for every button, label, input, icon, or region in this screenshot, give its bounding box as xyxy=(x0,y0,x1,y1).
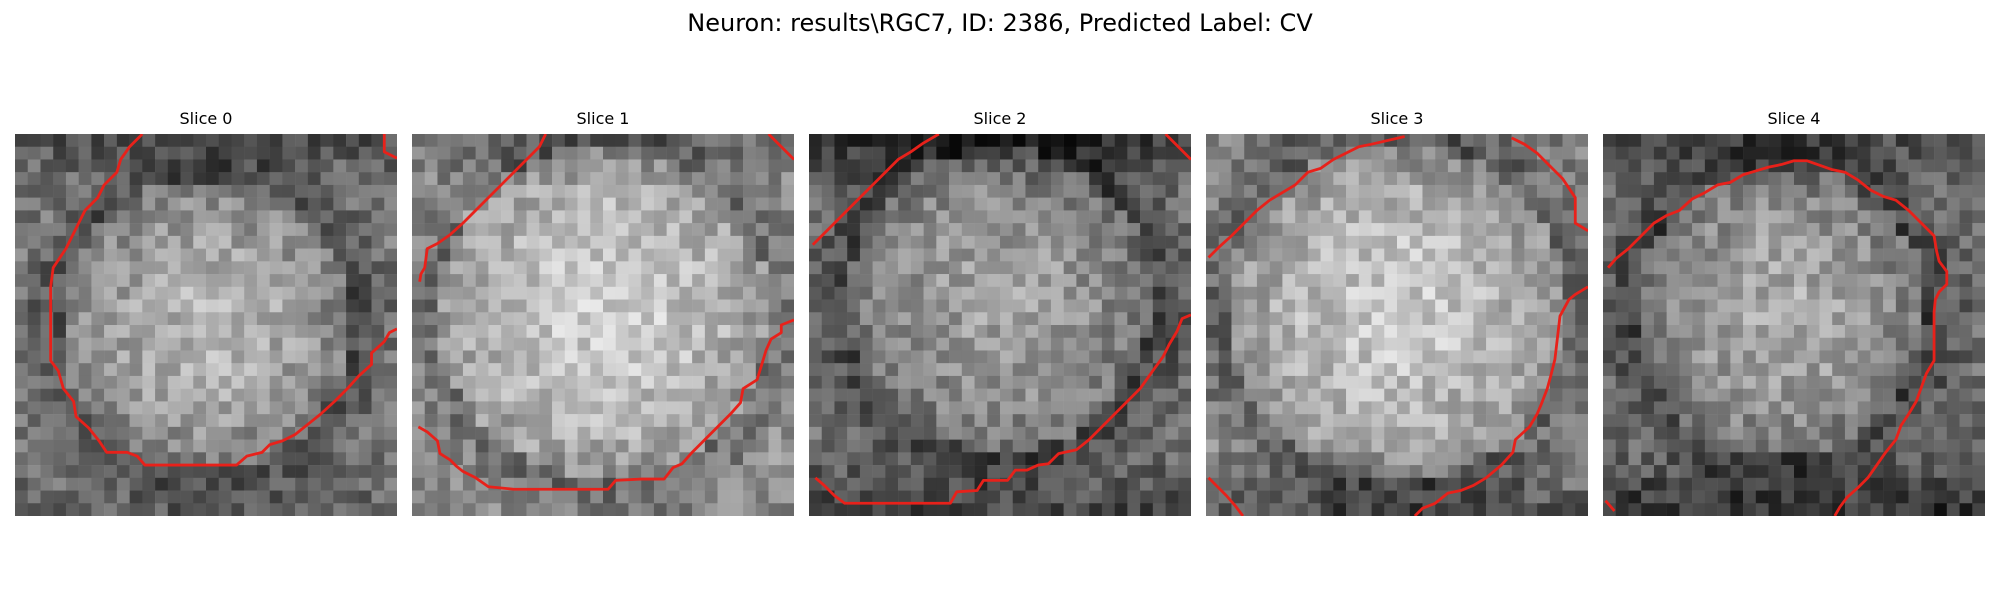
slice-title-0: Slice 0 xyxy=(179,109,233,128)
slice-image-1 xyxy=(412,134,794,516)
segmentation-outline xyxy=(814,313,1191,505)
segmentation-outline xyxy=(1604,499,1616,512)
slice-panel-2: Slice 2 xyxy=(809,108,1191,518)
figure-title: Neuron: results\RGC7, ID: 2386, Predicte… xyxy=(687,9,1313,37)
segmentation-outline xyxy=(1207,135,1405,259)
slice-image-3 xyxy=(1206,134,1588,516)
slice-panel-1: Slice 1 xyxy=(412,108,794,518)
segmentation-outline xyxy=(1207,476,1245,516)
segmentation-outline xyxy=(1164,134,1191,161)
segmentation-outline xyxy=(382,134,397,160)
slice-title-4: Slice 4 xyxy=(1767,109,1821,128)
segmentation-outline xyxy=(811,134,940,246)
segmentation-outline xyxy=(1607,159,1949,516)
segmentation-outline xyxy=(1510,136,1588,232)
slice-title-3: Slice 3 xyxy=(1370,109,1424,128)
slice-title-2: Slice 2 xyxy=(973,109,1027,128)
slice-panel-3: Slice 3 xyxy=(1206,108,1588,518)
slice-image-4 xyxy=(1603,134,1985,516)
segmentation-outline xyxy=(1413,285,1588,516)
slice-panel-0: Slice 0 xyxy=(15,108,397,518)
slice-image-0 xyxy=(15,134,397,516)
segmentation-outline xyxy=(49,134,397,467)
slice-image-2 xyxy=(809,134,1191,516)
slice-panels: Slice 0 Slice 1 Slice 2 Slice 3 Slice 4 xyxy=(15,108,1985,518)
segmentation-outline xyxy=(417,318,794,491)
segmentation-outline xyxy=(418,134,547,282)
slice-title-1: Slice 1 xyxy=(576,109,630,128)
segmentation-outline xyxy=(767,134,794,161)
slice-panel-4: Slice 4 xyxy=(1603,108,1985,518)
